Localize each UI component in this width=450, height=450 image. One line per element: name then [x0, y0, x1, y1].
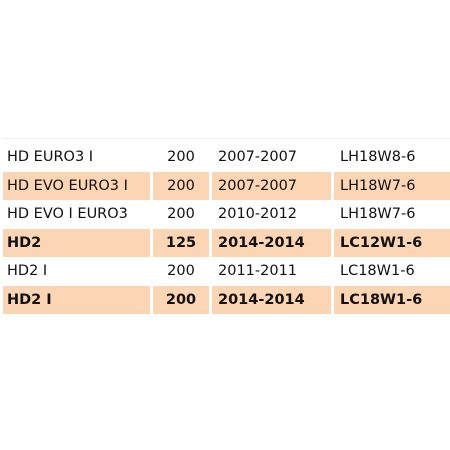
- table-cell: HD EURO3 I: [7, 149, 94, 165]
- table-cell: 2011-2011: [218, 263, 298, 279]
- table-cell: 2007-2007: [212, 171, 331, 200]
- table-cell: HD2 I: [7, 263, 48, 279]
- table-cell: 200: [153, 171, 209, 200]
- table-cell: 200: [153, 285, 209, 314]
- table-cell: 2014-2014: [212, 228, 331, 257]
- table-cell: 200: [167, 206, 195, 222]
- table-row: HD EVO EURO3 I 200 2007-2007 LH18W7-6: [3, 171, 450, 200]
- table-cell: LH18W7-6: [340, 206, 416, 222]
- table-row: HD2 I 200 2014-2014 LC18W1-6: [3, 285, 450, 314]
- table-cell: HD2: [3, 228, 150, 257]
- table-cell: LH18W7-6: [334, 171, 450, 200]
- table-cell: LC18W1-6: [334, 285, 450, 314]
- table-cell: 200: [167, 149, 195, 165]
- table-cell: 2007-2007: [218, 149, 298, 165]
- table-cell: 2014-2014: [212, 285, 331, 314]
- table-cell: LC12W1-6: [334, 228, 450, 257]
- table-cell: HD EVO I EURO3: [7, 206, 128, 222]
- table-row: HD2 125 2014-2014 LC12W1-6: [3, 228, 450, 257]
- table-row: HD EURO3 I 200 2007-2007 LH18W8-6: [3, 143, 450, 172]
- table-cell: HD2 I: [3, 285, 150, 314]
- table: HD EURO3 I 200 2007-2007 LH18W8-6 HD EVO EUR…: [3, 138, 450, 314]
- table-cell: HD EVO EURO3 I: [3, 171, 150, 200]
- table-cell: LH18W8-6: [340, 149, 416, 165]
- table-row: HD2 I 200 2011-2011 LC18W1-6: [3, 257, 450, 286]
- table-cell: 2010-2012: [218, 206, 298, 222]
- table-row: HD EVO I EURO3 200 2010-2012 LH18W7-6: [3, 200, 450, 229]
- table-cell: LC18W1-6: [340, 263, 415, 279]
- table-cell: 200: [167, 263, 195, 279]
- table-cell: 125: [153, 228, 209, 257]
